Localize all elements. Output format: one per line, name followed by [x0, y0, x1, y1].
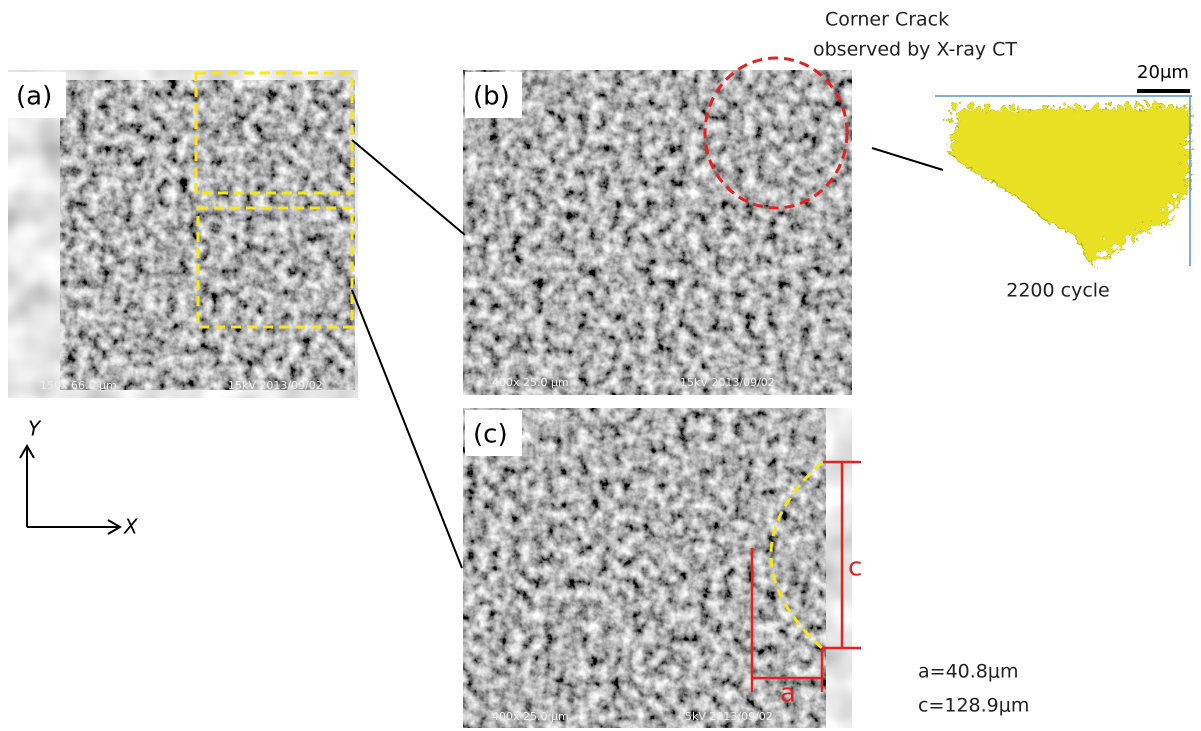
sem-footer: 400x 25.0 μm [492, 376, 569, 389]
sem-footer: 15kV 2013/09/02 [228, 379, 323, 392]
panel-b: (b) 400x 25.0 μm 15kV 2013/09/02 [463, 58, 852, 395]
connector [872, 148, 943, 170]
axis-label: Y [28, 417, 42, 441]
cycle-label: 2200 cycle [1006, 280, 1110, 302]
panel-a: (a) 150x 66.6 μm 15kV 2013/09/02 [8, 70, 358, 398]
sem-image [60, 80, 355, 390]
dimension-label: a [780, 679, 796, 709]
sem-footer: 15kV 2013/09/02 [680, 376, 775, 389]
crack-size: a=40.8μm [918, 661, 1018, 683]
annotation-line: observed by X-ray CT [813, 39, 1017, 61]
connector [352, 290, 462, 568]
sem-footer: 5kV 2013/09/02 [685, 710, 773, 723]
crack-volume [945, 100, 1185, 258]
sem-footer: 150x 66.6 μm [40, 379, 117, 392]
figure: Corner Crack observed by X-ray CT (a) 15… [0, 0, 1201, 731]
crack-size: c=128.9μm [918, 695, 1029, 717]
panel-label: (a) [16, 82, 52, 112]
sem-footer: 400x 25.0 μm [492, 710, 569, 723]
ct-image: 20μm 2200 cycle [935, 62, 1192, 302]
connector [352, 140, 465, 235]
coordinate-axes [20, 446, 120, 534]
axis-label: X [123, 515, 139, 539]
dimension-label: c [848, 553, 862, 583]
annotation-line: Corner Crack [825, 9, 949, 31]
panel-label: (b) [473, 82, 510, 112]
panel-label: (c) [473, 420, 508, 450]
scale-label: 20μm [1137, 62, 1189, 83]
panel-c: (c) 400x 25.0 μm 5kV 2013/09/02 c a [463, 408, 862, 728]
sem-image [463, 70, 852, 395]
